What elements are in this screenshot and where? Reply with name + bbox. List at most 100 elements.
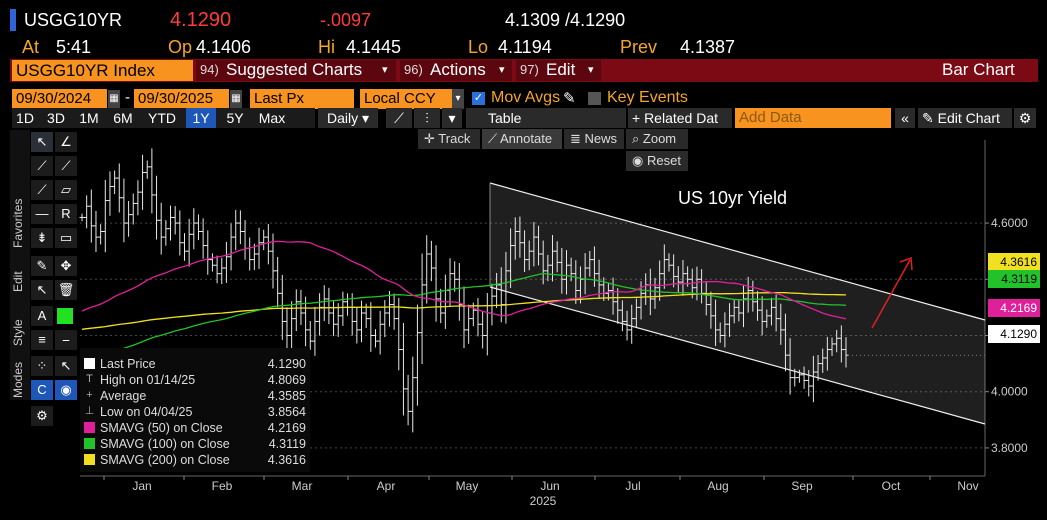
price-bar — [787, 338, 793, 395]
crosshair-icon: ✛ — [424, 131, 435, 146]
price-bar — [834, 329, 840, 353]
edit-menu[interactable]: 97) Edit ▾ — [516, 60, 601, 81]
draw-tool-icon[interactable]: ∠ — [55, 132, 77, 152]
header-lo-value: 4.1194 — [498, 37, 552, 57]
gear-icon[interactable]: ⚙ — [31, 406, 53, 426]
price-bar — [796, 369, 802, 383]
price-bar — [289, 301, 295, 353]
mov-avgs-checkbox[interactable]: ✓ — [472, 92, 485, 105]
legend-value: 4.2169 — [267, 421, 306, 435]
dotted-mode-icon[interactable]: ⁘ — [31, 356, 53, 376]
security-field[interactable]: USGG10YR Index — [12, 60, 193, 81]
collapse-icon[interactable]: « — [895, 108, 915, 128]
channel-lower-line — [489, 286, 986, 425]
chevron-down-icon[interactable]: ▾ — [452, 89, 464, 109]
period-select[interactable]: Daily ▾ — [318, 108, 378, 128]
header-ticker: USGG10YR — [24, 10, 123, 30]
pencil-icon[interactable]: ✎ — [563, 90, 576, 107]
text-style-icon[interactable]: A — [31, 306, 53, 326]
legend-label: Last Price — [100, 357, 156, 371]
range-button-1d[interactable]: 1D — [16, 110, 34, 126]
price-bar — [321, 285, 327, 322]
range-button-6m[interactable]: 6M — [113, 110, 133, 126]
price-bar — [540, 240, 546, 285]
add-data-input[interactable]: Add Data — [735, 108, 891, 128]
price-bar — [144, 160, 150, 179]
fib-tool-icon[interactable]: ⇟ — [31, 228, 53, 248]
gear-icon[interactable]: ⚙ — [1014, 108, 1036, 128]
field-select[interactable]: Last Px — [250, 89, 354, 109]
price-bar — [368, 302, 374, 352]
suggested-charts-menu[interactable]: 94) Suggested Charts ▾ — [196, 60, 396, 81]
move-icon[interactable]: ✥ — [55, 256, 77, 276]
line-tool-icon[interactable]: ⟋ — [31, 156, 53, 176]
price-bar — [708, 291, 714, 329]
price-bar — [228, 223, 234, 271]
range-button-5y[interactable]: 5Y — [226, 110, 244, 126]
edit-label: Edit — [546, 60, 576, 79]
actions-menu[interactable]: 96) Actions ▾ — [400, 60, 512, 81]
channel-tool-icon[interactable]: ▱ — [55, 180, 77, 200]
rectangle-tool-icon[interactable]: ▭ — [55, 228, 77, 248]
x-tick-label: Jan — [132, 479, 151, 493]
price-bar — [349, 293, 355, 336]
hline-tool-icon[interactable]: — — [31, 204, 53, 224]
range-button-3d[interactable]: 3D — [47, 110, 65, 126]
legend-label: SMAVG (200) on Close — [100, 453, 230, 467]
price-bar — [563, 250, 569, 295]
chevron-down-icon: ▾ — [382, 64, 388, 76]
reset-button[interactable]: ◉ Reset — [626, 151, 688, 171]
annotate-label: Annotate — [500, 131, 553, 146]
range-button-max[interactable]: Max — [258, 110, 286, 126]
trend-tool-icon[interactable]: ⟋ — [31, 180, 53, 200]
x-tick-label: Jul — [625, 479, 640, 493]
price-bar — [736, 299, 742, 322]
price-bar — [820, 348, 826, 373]
price-bar — [545, 254, 551, 282]
line-chart-icon[interactable]: ⟋ — [386, 108, 412, 128]
legend-swatch — [84, 358, 95, 369]
line-width-icon[interactable]: ⎯ — [55, 330, 77, 350]
key-events-checkbox[interactable] — [588, 92, 601, 105]
currency-select[interactable]: Local CCY — [360, 89, 452, 109]
end-date-input[interactable]: 09/30/2025 — [134, 89, 229, 109]
price-bar — [219, 257, 225, 285]
ray-tool-icon[interactable]: ⟋ — [55, 156, 77, 176]
zoom-button[interactable]: ⌕ Zoom — [626, 129, 688, 149]
table-button[interactable]: Table — [466, 108, 626, 128]
color-swatch[interactable] — [57, 308, 73, 324]
price-bar — [270, 233, 276, 289]
trash-icon[interactable]: 🗑 — [55, 280, 77, 300]
retracement-tool-icon[interactable]: R — [55, 204, 77, 224]
related-data-button[interactable]: + Related Dat — [628, 108, 732, 128]
edit-chart-button[interactable]: ✎ Edit Chart — [918, 108, 1012, 128]
line-style-icon[interactable]: ≡ — [31, 330, 53, 350]
calendar-icon[interactable]: ▦ — [230, 90, 242, 108]
price-bar — [480, 311, 486, 349]
magnet-icon[interactable]: C — [31, 380, 53, 400]
price-bar — [806, 370, 812, 397]
range-button-ytd[interactable]: YTD — [148, 110, 176, 126]
chevron-down-icon[interactable]: ▾ — [442, 108, 462, 128]
track-button[interactable]: ✛ Track — [418, 129, 480, 149]
pointer-tool-icon[interactable]: ↖ — [31, 132, 53, 152]
select-icon[interactable]: ↖ — [31, 280, 53, 300]
range-button-1m[interactable]: 1M — [79, 110, 99, 126]
pencil-icon[interactable]: ✎ — [31, 256, 53, 276]
bar-type-icon[interactable]: ⫶ — [414, 108, 440, 128]
actions-label: Actions — [430, 60, 486, 79]
price-bar — [456, 263, 462, 321]
calendar-icon[interactable]: ▦ — [108, 90, 120, 108]
price-bar — [326, 287, 332, 325]
price-bar — [741, 284, 747, 328]
cursor-mode-icon[interactable]: ↖ — [55, 356, 77, 376]
annotate-button[interactable]: ⟋ Annotate — [482, 129, 562, 149]
price-bar — [303, 296, 309, 347]
price-bar — [587, 251, 593, 277]
legend-value: 4.3616 — [267, 453, 306, 467]
snap-icon[interactable]: ◉ — [55, 380, 77, 400]
news-button[interactable]: ≣ News — [564, 129, 624, 149]
range-button-1y[interactable]: 1Y — [186, 108, 216, 128]
start-date-input[interactable]: 09/30/2024 — [12, 89, 107, 109]
